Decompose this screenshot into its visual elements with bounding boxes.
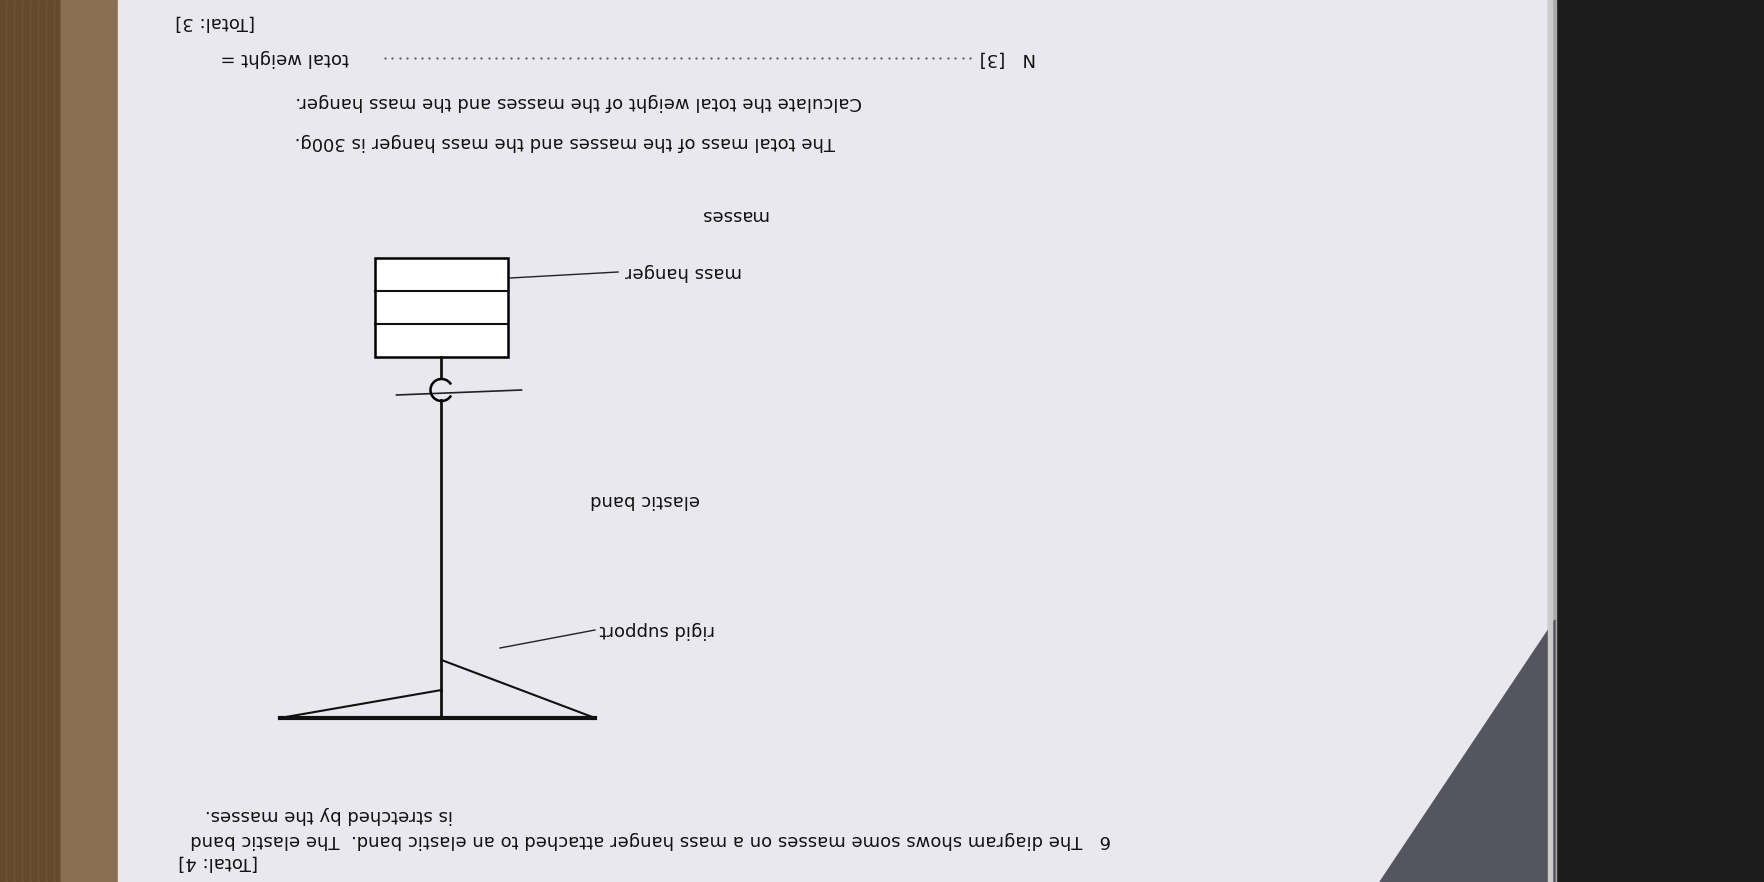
Bar <box>374 258 508 357</box>
Text: elastic band: elastic band <box>589 491 700 509</box>
Text: mass hanger: mass hanger <box>624 263 741 281</box>
Bar <box>9 0 12 882</box>
Bar <box>1547 0 1556 882</box>
Bar <box>32 0 35 882</box>
Bar <box>118 0 1549 882</box>
Bar <box>56 0 60 882</box>
Text: N   [3]: N [3] <box>979 49 1035 67</box>
Text: [Total: 4]: [Total: 4] <box>178 853 258 871</box>
Text: Calculate the total weight of the masses and the mass hanger.: Calculate the total weight of the masses… <box>295 93 861 111</box>
Bar <box>1547 0 1551 882</box>
Bar <box>48 0 51 882</box>
Polygon shape <box>1379 620 1554 882</box>
Text: is stretched by the masses.: is stretched by the masses. <box>205 806 453 824</box>
Bar <box>60 0 120 882</box>
Text: rigid support: rigid support <box>600 621 714 639</box>
Bar <box>0 0 4 882</box>
Text: masses: masses <box>700 206 767 224</box>
Bar <box>0 0 118 882</box>
Text: 6   The diagram shows some masses on a mass hanger attached to an elastic band. : 6 The diagram shows some masses on a mas… <box>191 831 1110 849</box>
Bar <box>25 0 28 882</box>
Text: total weight =: total weight = <box>215 49 349 67</box>
Text: The total mass of the masses and the mass hanger is 300g.: The total mass of the masses and the mas… <box>295 133 834 151</box>
Bar <box>41 0 44 882</box>
Bar <box>1549 0 1764 882</box>
Text: [Total: 3]: [Total: 3] <box>175 13 254 31</box>
Bar <box>16 0 19 882</box>
